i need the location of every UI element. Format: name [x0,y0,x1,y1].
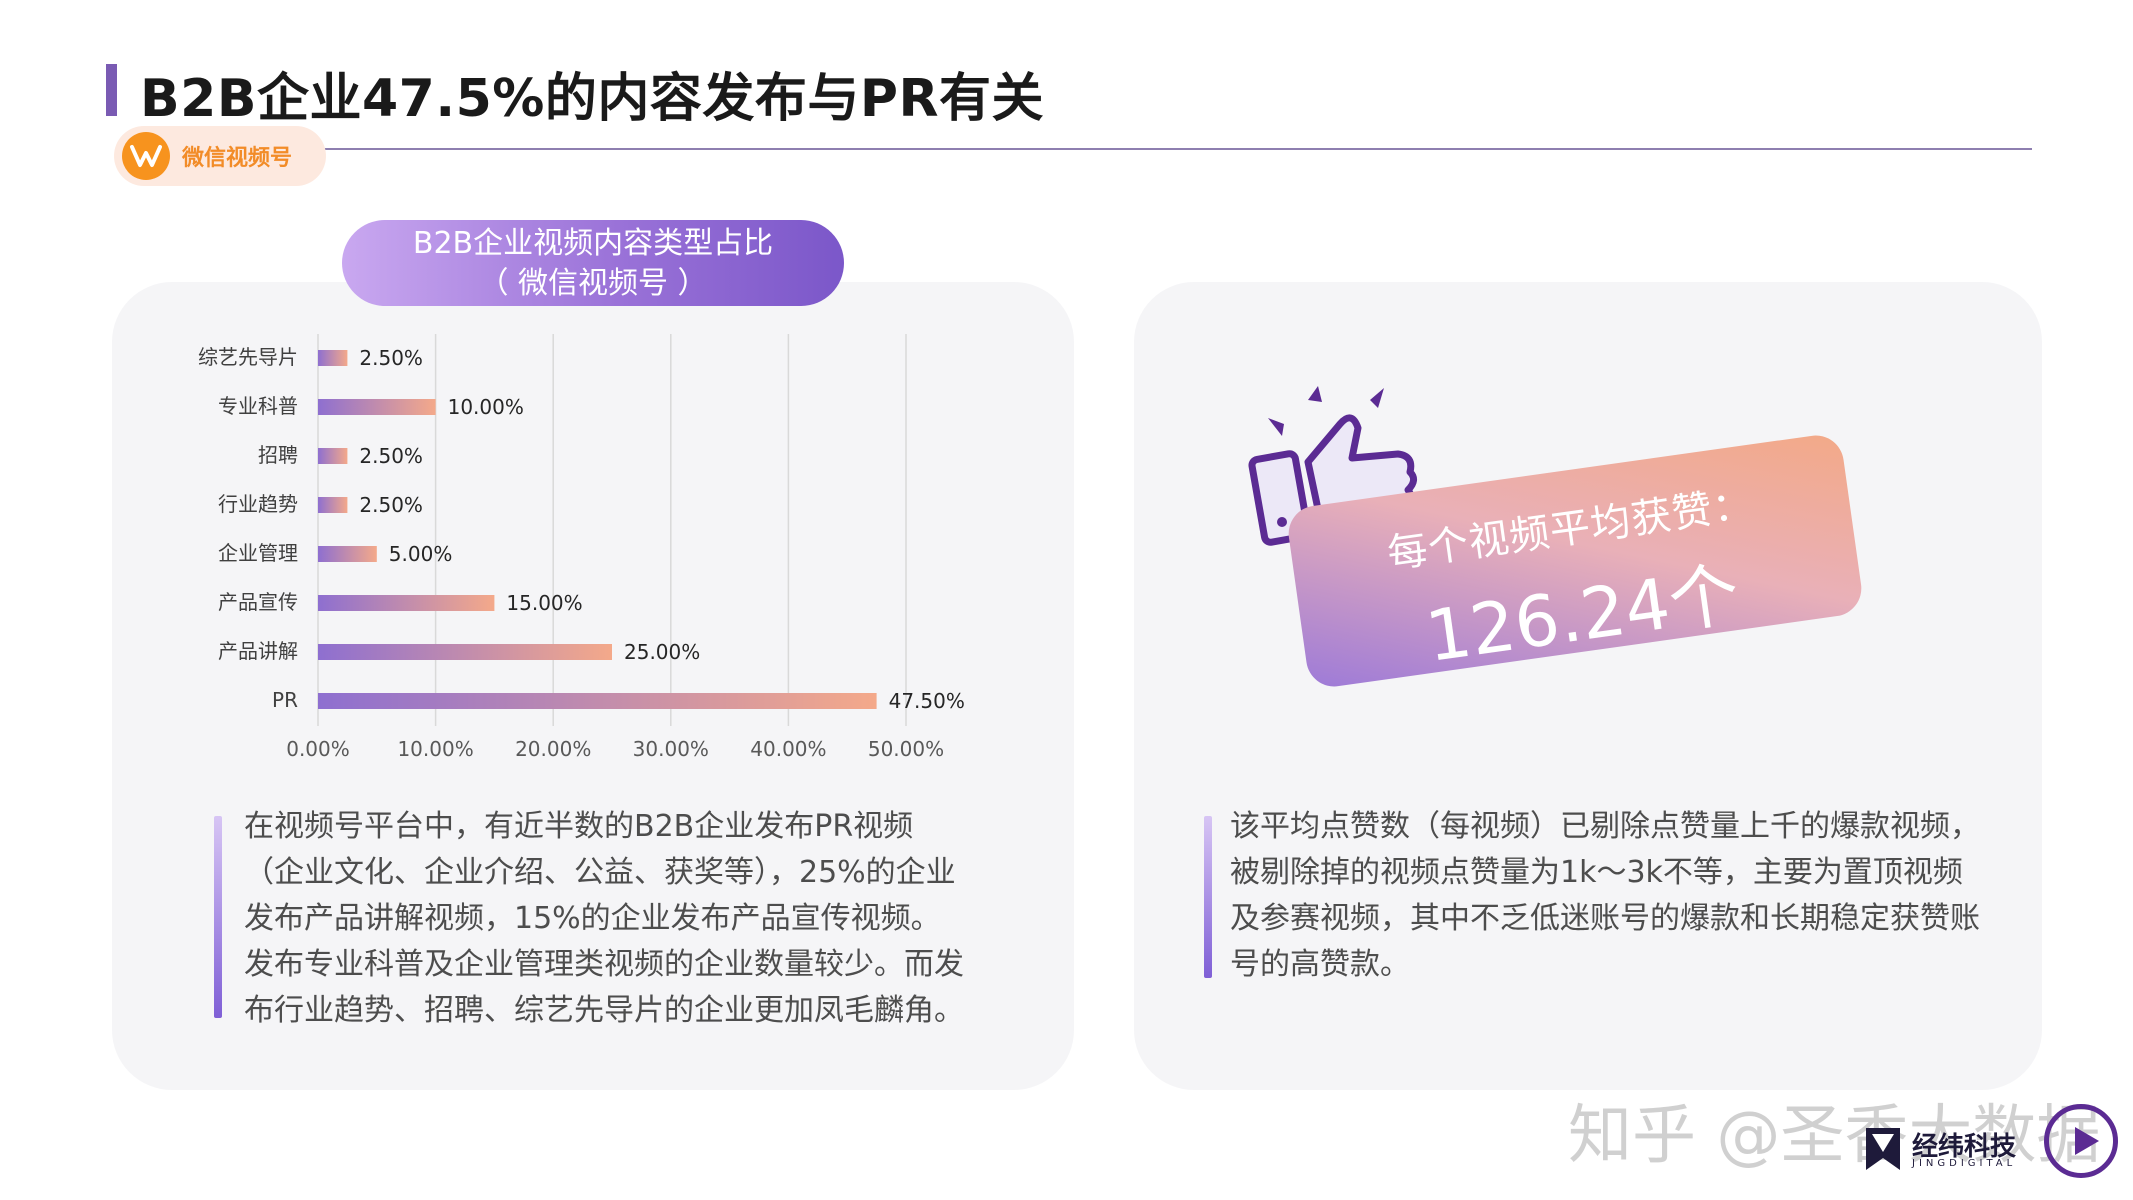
x-tick-label: 40.00% [750,737,826,761]
left-description: 在视频号平台中，有近半数的B2B企业发布PR视频（企业文化、企业介绍、公益、获奖… [244,809,964,1028]
play-icon [2044,1104,2118,1178]
chart-title: B2B企业视频内容类型占比 [412,226,774,261]
data-label: 2.50% [359,346,423,370]
bar [318,448,348,464]
channel-badge: 微信视频号 [114,126,326,186]
data-label: 10.00% [448,395,524,419]
bar [318,399,436,415]
right-description-accent [1204,816,1212,978]
data-label: 2.50% [359,493,423,517]
stat-card [1134,282,2042,1090]
x-tick-label: 20.00% [515,737,591,761]
chart-title-pill: B2B企业视频内容类型占比 （ 微信视频号 ） [342,220,844,306]
category-label: 专业科普 [218,394,298,418]
chart-subtitle: （ 微信视频号 ） [478,266,708,301]
brand-logo-icon [1866,1128,1900,1170]
category-label: 招聘 [258,443,298,467]
bar [318,644,612,660]
channel-label: 微信视频号 [182,146,293,171]
data-label: 15.00% [506,591,582,615]
data-label: 25.00% [624,640,700,664]
x-tick-label: 30.00% [633,737,709,761]
data-label: 5.00% [389,542,453,566]
bar [318,350,348,366]
category-label: 综艺先导片 [198,345,298,369]
brand-name: 经纬科技 [1912,1132,2017,1162]
category-label: 企业管理 [218,541,298,565]
x-tick-label: 50.00% [868,737,944,761]
brand-subtitle: JINGDIGITAL [1912,1158,2017,1169]
x-tick-label: 10.00% [397,737,473,761]
page-title: B2B企业47.5%的内容发布与PR有关 [140,69,1045,129]
wechat-channels-icon [122,132,170,180]
watermark: 知乎 @圣香大数据 [1568,1099,2101,1173]
right-description: 该平均点赞数（每视频）已剔除点赞量上千的爆款视频，被剔除掉的视频点赞量为1k～3… [1230,809,1980,982]
title-accent-bar [106,64,117,116]
category-label: PR [272,688,298,712]
header-divider [320,148,2032,150]
chart-card [112,282,1074,1090]
bar [318,497,348,513]
bar [318,546,377,562]
bar [318,693,877,709]
category-label: 行业趋势 [218,492,298,516]
bar-chart: 0.00% 10.00% 20.00% 30.00% 40.00% 50.00% 综艺先导片… [198,334,965,761]
data-label: 47.50% [889,689,965,713]
category-label: 产品讲解 [218,639,298,663]
left-description-accent [214,816,222,1018]
category-label: 产品宣传 [218,590,298,614]
data-label: 2.50% [359,444,423,468]
x-tick-label: 0.00% [286,737,350,761]
bar [318,595,495,611]
